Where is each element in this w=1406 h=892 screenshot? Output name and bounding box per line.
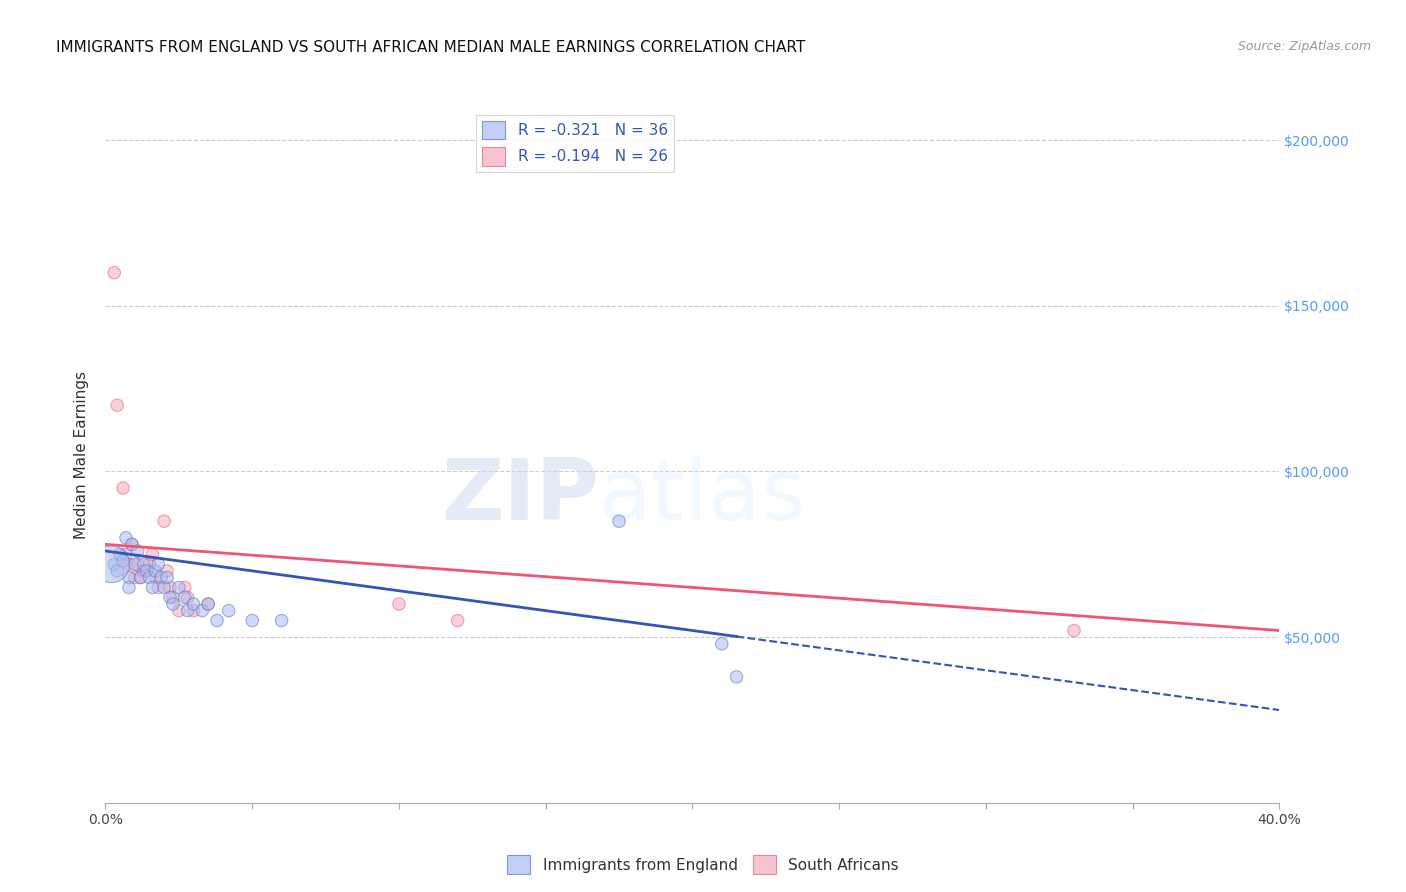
Point [135,564,157,578]
Text: Source: ZipAtlas.com: Source: ZipAtlas.com [1237,40,1371,54]
Point [127,544,149,558]
Point [183,604,205,618]
Point [121,537,143,551]
Point [115,547,138,561]
Point [183,597,205,611]
Point [138,558,160,572]
Point [141,581,163,595]
Point [124,570,146,584]
Point [176,604,198,618]
Point [103,558,125,572]
Point [156,564,179,578]
Point [197,597,219,611]
Y-axis label: Median Male Earnings: Median Male Earnings [75,371,90,539]
Point [103,266,125,280]
Point [118,581,141,595]
Point [159,591,181,605]
Point [162,591,184,605]
Point [167,581,190,595]
Point [129,570,152,584]
Point [118,558,141,572]
Point [153,514,176,528]
Legend: Immigrants from England, South Africans: Immigrants from England, South Africans [502,849,904,880]
Point [150,570,173,584]
Point [205,614,228,628]
Point [270,614,292,628]
Point [176,591,198,605]
Point [132,558,155,572]
Point [118,570,141,584]
Text: IMMIGRANTS FROM ENGLAND VS SOUTH AFRICAN MEDIAN MALE EARNINGS CORRELATION CHART: IMMIGRANTS FROM ENGLAND VS SOUTH AFRICAN… [56,40,806,55]
Point [446,614,468,628]
Point [153,581,176,595]
Point [173,591,195,605]
Point [607,514,630,528]
Point [105,564,128,578]
Point [143,564,166,578]
Point [191,604,214,618]
Point [162,597,184,611]
Point [121,537,143,551]
Point [167,604,190,618]
Point [159,581,181,595]
Point [112,554,135,568]
Point [1063,624,1085,638]
Point [710,637,733,651]
Point [105,398,128,412]
Point [173,581,195,595]
Text: atlas: atlas [599,455,807,538]
Point [138,570,160,584]
Point [115,531,138,545]
Point [218,604,240,618]
Point [148,581,170,595]
Legend: R = -0.321   N = 36, R = -0.194   N = 26: R = -0.321 N = 36, R = -0.194 N = 26 [477,115,673,172]
Point [127,558,149,572]
Point [129,570,152,584]
Point [112,481,135,495]
Point [108,547,131,561]
Point [197,597,219,611]
Point [132,564,155,578]
Point [388,597,411,611]
Point [156,570,179,584]
Point [124,558,146,572]
Point [143,570,166,584]
Point [725,670,748,684]
Text: ZIP: ZIP [441,455,599,538]
Point [100,558,122,572]
Point [141,547,163,561]
Point [148,558,170,572]
Point [240,614,263,628]
